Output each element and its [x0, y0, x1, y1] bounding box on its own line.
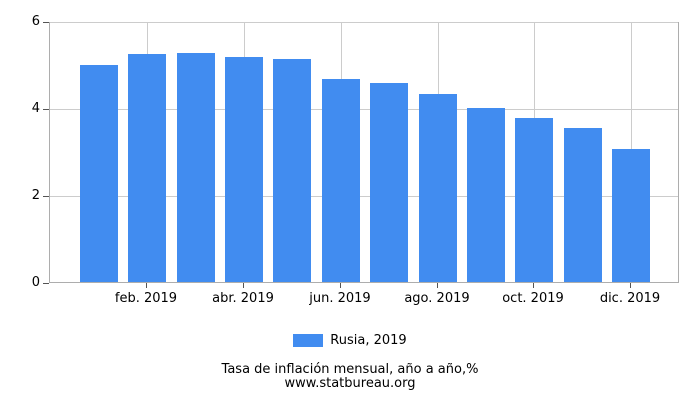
chart-source: www.statbureau.org: [284, 376, 416, 391]
x-axis-label: oct. 2019: [502, 291, 564, 306]
bar-jun-2019[interactable]: [322, 79, 360, 282]
bar-dic-2019[interactable]: [612, 149, 650, 282]
gridline-horizontal: [50, 109, 678, 110]
x-axis-tick: [630, 283, 631, 288]
bar-ago-2019[interactable]: [419, 94, 457, 282]
x-axis-label: jun. 2019: [309, 291, 371, 306]
chart-title: Tasa de inflación mensual, año a año,%: [221, 362, 479, 377]
y-axis-label: 6: [31, 14, 40, 29]
x-axis-label: feb. 2019: [114, 291, 178, 306]
bar-may-2019[interactable]: [273, 59, 311, 282]
bar-jul-2019[interactable]: [370, 83, 408, 282]
legend[interactable]: Rusia, 2019: [0, 332, 700, 348]
x-axis-tick: [340, 283, 341, 288]
bar-mar-2019[interactable]: [177, 53, 215, 282]
y-axis-tick: [43, 283, 49, 284]
gridline-horizontal: [50, 22, 678, 23]
plot-area: [49, 22, 679, 283]
y-axis-label: 2: [31, 188, 40, 203]
x-axis-tick: [533, 283, 534, 288]
legend-swatch-icon: [293, 333, 324, 347]
bar-abr-2019[interactable]: [225, 57, 263, 282]
x-axis-label: abr. 2019: [212, 291, 274, 306]
bar-sep-2019[interactable]: [467, 108, 505, 282]
y-axis-tick: [43, 196, 49, 197]
x-axis-tick: [146, 283, 147, 288]
gridline-horizontal: [50, 196, 678, 197]
y-axis-tick: [43, 109, 49, 110]
y-axis-label: 0: [31, 275, 40, 290]
x-axis-tick: [437, 283, 438, 288]
bar-feb-2019[interactable]: [128, 54, 166, 282]
x-axis-label: ago. 2019: [404, 291, 470, 306]
x-axis-label: dic. 2019: [599, 291, 661, 306]
bar-nov-2019[interactable]: [564, 128, 602, 282]
legend-label: Rusia, 2019: [330, 332, 407, 348]
bar-oct-2019[interactable]: [515, 118, 553, 282]
bar-ene-2019[interactable]: [80, 65, 118, 282]
y-axis-tick: [43, 22, 49, 23]
y-axis-label: 4: [31, 101, 40, 116]
x-axis-tick: [243, 283, 244, 288]
